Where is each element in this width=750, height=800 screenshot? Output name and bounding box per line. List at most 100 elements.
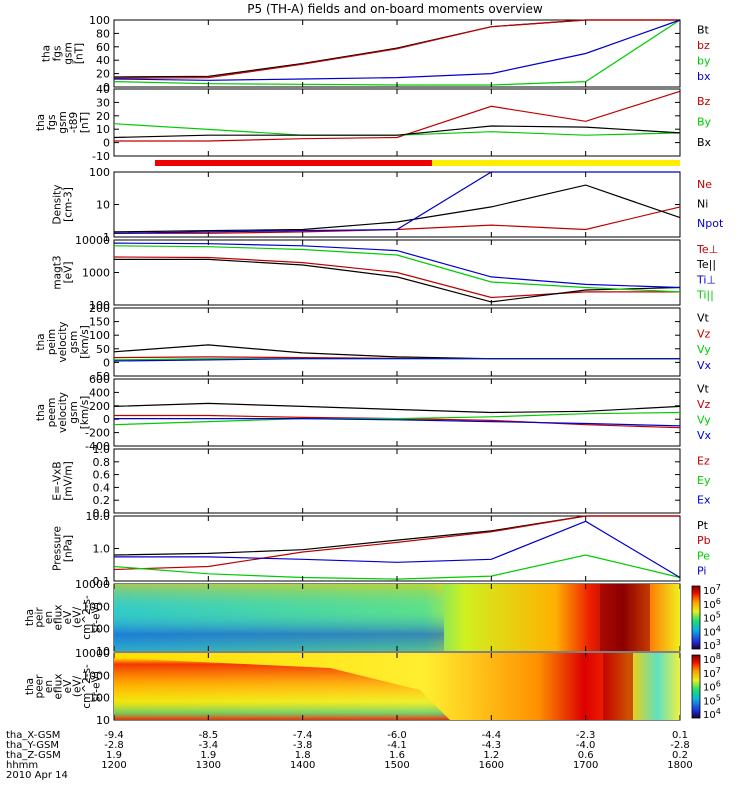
y-tick-label: 20 — [96, 110, 110, 123]
legend-pi: Pi — [697, 564, 706, 577]
series-fgs-mag-bx — [113, 19, 681, 81]
series-fgs-mag-bz — [113, 19, 680, 79]
y-axis-label: thafgsgsm-t89[nT] — [35, 111, 91, 133]
legend-bz: Bz — [697, 95, 711, 108]
legend-ez: Ez — [697, 455, 710, 468]
legend-vz: Vz — [697, 398, 711, 411]
y-tick-label: 100 — [89, 299, 110, 312]
x-tick-label-y: -4.1 — [387, 740, 407, 751]
y-tick-label: 10.0 — [86, 510, 111, 523]
x-tick-label-y: -3.4 — [199, 740, 219, 751]
series-fgs-gse-bz — [114, 90, 681, 142]
x-row-label: tha_Y-GSM — [6, 740, 59, 751]
colorbar-tick-label: 105 — [703, 611, 721, 625]
y-axis-label: thapeirenefluxeV(eV/cm^2-s-sr-eV) — [24, 595, 103, 640]
y-tick-label: 20 — [96, 68, 110, 81]
x-tick-label-z: 1.2 — [483, 750, 499, 761]
series-temperature-ti — [113, 245, 681, 293]
x-tick-label-x: -7.4 — [293, 730, 313, 741]
y-tick-label: 0.4 — [93, 481, 111, 494]
legend-bx: bx — [697, 70, 711, 83]
series-peim-velocity-vx — [113, 358, 680, 362]
y-tick-label: 1.0 — [93, 443, 111, 456]
colorbar-tick-label: 107 — [703, 583, 721, 597]
legend-bx: Bx — [697, 136, 712, 149]
y-tick-label: 1000 — [82, 669, 110, 682]
y-tick-label: 0 — [103, 81, 110, 94]
series-pressure-pb — [113, 515, 680, 571]
legend-bt: Bt — [697, 23, 710, 36]
x-tick-label-x: -2.3 — [576, 730, 596, 741]
y-tick-label: 50 — [96, 343, 110, 356]
y-tick-label: -10 — [92, 150, 110, 163]
legend-ti: Ti⊥ — [696, 273, 716, 286]
series-fgs-gse-bx — [113, 125, 681, 139]
panel-efield: 0.00.20.40.60.81.0 E=-VxB[mV/m] Ez Ey Ex — [52, 443, 711, 520]
x-row-label: tha_X-GSM — [6, 730, 60, 741]
legend-vy: Vy — [697, 414, 711, 427]
panel-pressure: 0.1 1.0 10.0 Pressure[nPa] Pt Pb Pe Pi — [52, 510, 711, 588]
y-tick-label: -400 — [85, 440, 110, 453]
series-density-npot — [113, 171, 680, 234]
y-tick-label: 10000 — [75, 578, 110, 591]
y-tick-label: 80 — [96, 27, 110, 40]
y-tick-label: 10000 — [75, 234, 110, 247]
x-tick-label-y: -4.0 — [576, 740, 596, 751]
y-tick-label: 400 — [89, 386, 110, 399]
y-tick-label: 1.0 — [93, 543, 111, 556]
colorbar-tick-label: 103 — [703, 638, 721, 652]
x-tick-label-x: -8.5 — [199, 730, 219, 741]
y-tick-label: 40 — [96, 83, 110, 96]
colorbar-tick-label: 107 — [703, 666, 721, 680]
series-peem-velocity-vt — [113, 402, 681, 414]
x-tick-label-t: 1800 — [667, 760, 692, 771]
legend-vx: Vx — [697, 429, 712, 442]
y-axis-label: Density[cm-3] — [52, 185, 75, 225]
y-tick-label: 0.1 — [93, 575, 111, 588]
legend-npot: Npot — [697, 217, 724, 230]
x-tick-label-y: -3.8 — [293, 740, 313, 751]
series-pressure-pi — [114, 520, 681, 579]
x-tick-label-z: 1.8 — [295, 750, 311, 761]
peir-spectrogram-image — [114, 584, 680, 651]
x-row-label: hhmm — [6, 760, 38, 771]
y-tick-label: 100 — [89, 166, 110, 179]
y-tick-label: 200 — [89, 400, 110, 413]
plot-title: P5 (TH-A) fields and on-board moments ov… — [247, 2, 543, 16]
y-tick-label: 1000 — [82, 267, 110, 280]
y-tick-label: 200 — [89, 302, 110, 315]
y-tick-label: -200 — [85, 427, 110, 440]
legend-by: By — [697, 115, 712, 128]
x-tick-label-z: 1.6 — [389, 750, 405, 761]
y-tick-label: 150 — [89, 316, 110, 329]
y-tick-label: 0.6 — [93, 469, 111, 482]
x-tick-label-x: -4.4 — [482, 730, 502, 741]
y-axis-label: magt3[eV] — [52, 255, 75, 289]
panel-frame — [113, 378, 681, 447]
y-tick-label: 100 — [89, 692, 110, 705]
legend-vy: Vy — [697, 343, 711, 356]
x-tick-label-y: -2.8 — [670, 740, 690, 751]
series-peem-velocity-vy — [113, 411, 681, 426]
legend-ne: Ne — [697, 178, 712, 191]
y-tick-label: 1 — [103, 231, 110, 244]
y-axis-label: Pressure[nPa] — [52, 526, 75, 571]
y-tick-label: 60 — [96, 41, 110, 54]
mode-bar-red — [155, 160, 432, 166]
x-tick-label-z: 0.6 — [578, 750, 594, 761]
series-temperature-te — [113, 256, 680, 299]
y-tick-label: 10 — [96, 645, 110, 658]
x-tick-label-t: 1400 — [290, 760, 315, 771]
legend-ti: Ti|| — [696, 288, 714, 301]
x-row-label: 2010 Apr 14 — [6, 770, 68, 781]
y-tick-label: 100 — [89, 329, 110, 342]
x-tick-label-y: -4.3 — [482, 740, 502, 751]
series-density-ni — [113, 184, 681, 233]
legend-pt: Pt — [697, 519, 709, 532]
legend-pe: Pe — [697, 549, 710, 562]
y-tick-label: 0.8 — [93, 456, 111, 469]
series-peem-velocity-vx — [114, 418, 681, 427]
panel-frame — [113, 448, 681, 514]
y-tick-label: 1000 — [82, 600, 110, 613]
